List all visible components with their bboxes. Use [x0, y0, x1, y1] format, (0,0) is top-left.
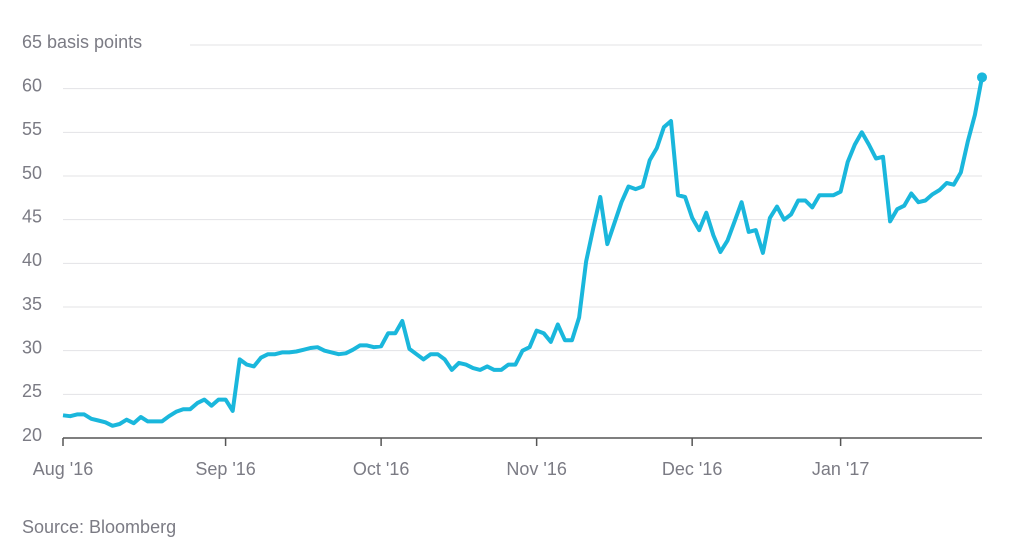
y-tick-label: 35	[22, 294, 42, 314]
source-note: Source: Bloomberg	[22, 517, 176, 537]
end-point	[977, 72, 987, 83]
x-tick-label: Nov '16	[506, 459, 566, 479]
y-tick-label: 20	[22, 425, 42, 445]
y-tick-label: 55	[22, 119, 42, 139]
x-tick-label: Sep '16	[195, 459, 256, 479]
x-tick-label: Aug '16	[33, 459, 94, 479]
x-tick-label: Dec '16	[662, 459, 722, 479]
y-tick-label: 65 basis points	[22, 32, 142, 52]
x-tick-label: Jan '17	[812, 459, 869, 479]
y-tick-label: 40	[22, 250, 42, 270]
y-tick-label: 30	[22, 337, 42, 357]
y-tick-label: 45	[22, 206, 42, 226]
data-line	[62, 76, 984, 428]
y-tick-label: 50	[22, 163, 42, 183]
x-tick-label: Oct '16	[353, 459, 409, 479]
y-tick-label: 60	[22, 75, 42, 95]
y-tick-label: 25	[22, 381, 42, 401]
